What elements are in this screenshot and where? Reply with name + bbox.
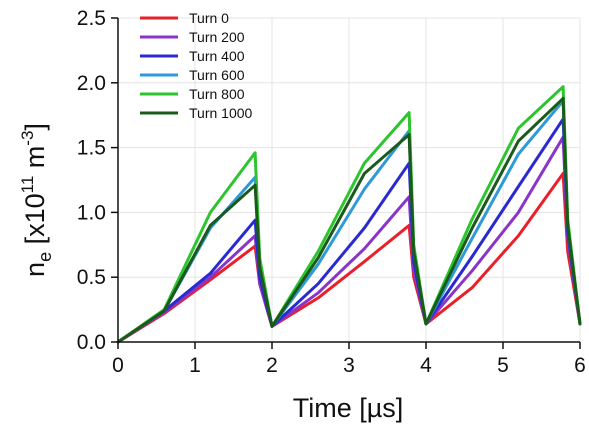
y-axis-title-exp2: -3 bbox=[18, 131, 37, 146]
y-tick-label: 1.0 bbox=[77, 201, 106, 224]
y-tick-label: 2.0 bbox=[77, 72, 106, 95]
series-line-2 bbox=[116, 117, 582, 344]
x-tick-label: 0 bbox=[112, 354, 124, 377]
legend: Turn 0 Turn 200 Turn 400 Turn 600 Turn 800 Tu… bbox=[140, 10, 253, 121]
x-tick-label: 2 bbox=[266, 354, 278, 377]
legend-label-0: Turn 0 bbox=[189, 10, 229, 26]
series-line-0 bbox=[116, 172, 582, 344]
series-line-4 bbox=[116, 85, 582, 344]
y-tick-label: 2.5 bbox=[77, 7, 106, 30]
legend-label-5: Turn 1000 bbox=[189, 105, 253, 121]
legend-label-2: Turn 400 bbox=[189, 48, 245, 64]
x-tick-label: 4 bbox=[420, 354, 432, 377]
y-tick-label: 0.5 bbox=[77, 266, 106, 289]
y-tick-label: 0.0 bbox=[77, 331, 106, 354]
legend-label-3: Turn 600 bbox=[189, 67, 245, 83]
y-axis-title-open: [x10 bbox=[20, 193, 50, 252]
x-axis-title: Time [µs] bbox=[293, 393, 404, 423]
x-tick-label: 5 bbox=[497, 354, 509, 377]
x-tick-label: 3 bbox=[343, 354, 355, 377]
ticks: 0 1 2 3 4 5 6 0.0 0.5 1.0 1.5 2.0 2.5 bbox=[77, 7, 586, 377]
y-tick-label: 1.5 bbox=[77, 137, 106, 160]
x-tick-label: 1 bbox=[189, 354, 201, 377]
y-axis-title-main: n bbox=[20, 262, 50, 277]
series-line-5 bbox=[116, 96, 582, 344]
series-layer bbox=[116, 85, 582, 344]
y-axis-title-close: ] bbox=[20, 123, 50, 131]
y-axis-title-unit: m bbox=[20, 146, 50, 176]
legend-label-4: Turn 800 bbox=[189, 86, 245, 102]
y-axis-title: ne [x1011 m-3] bbox=[18, 123, 55, 277]
series-line-3 bbox=[116, 99, 582, 344]
svg-text:ne [x1011 m-3]: ne [x1011 m-3] bbox=[18, 123, 55, 277]
x-tick-label: 6 bbox=[574, 354, 586, 377]
series-line-1 bbox=[116, 135, 582, 344]
y-axis-title-exp1: 11 bbox=[18, 176, 37, 194]
y-axis-title-sub: e bbox=[35, 252, 55, 262]
legend-label-1: Turn 200 bbox=[189, 29, 245, 45]
